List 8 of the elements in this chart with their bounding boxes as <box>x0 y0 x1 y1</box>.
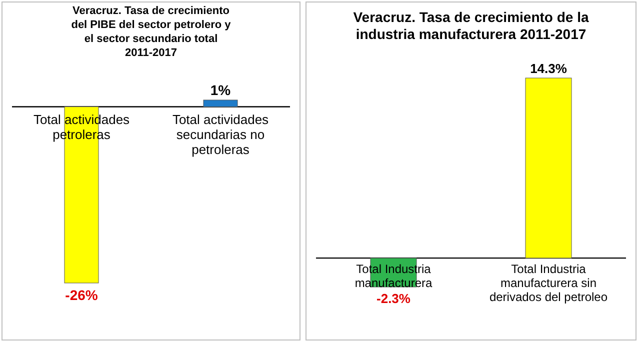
data-label: -2.3% <box>376 291 411 306</box>
chart-title: Veracruz. Tasa de crecimiento del PIBE del sector petrolero y el sector secundario total 2011-2017 <box>71 5 232 59</box>
data-label: 14.3% <box>530 61 568 76</box>
data-label: 1% <box>210 82 232 98</box>
x-tick-label: Total actividades secundarias no petroleras <box>172 112 270 157</box>
x-tick-label: Total Industria manufacturera sin derivados del petroleo <box>489 262 608 304</box>
chart-title: Veracruz. Tasa de crecimiento de la industria manufacturera 2011-2017 <box>353 9 589 42</box>
data-label: -26% <box>65 287 98 303</box>
